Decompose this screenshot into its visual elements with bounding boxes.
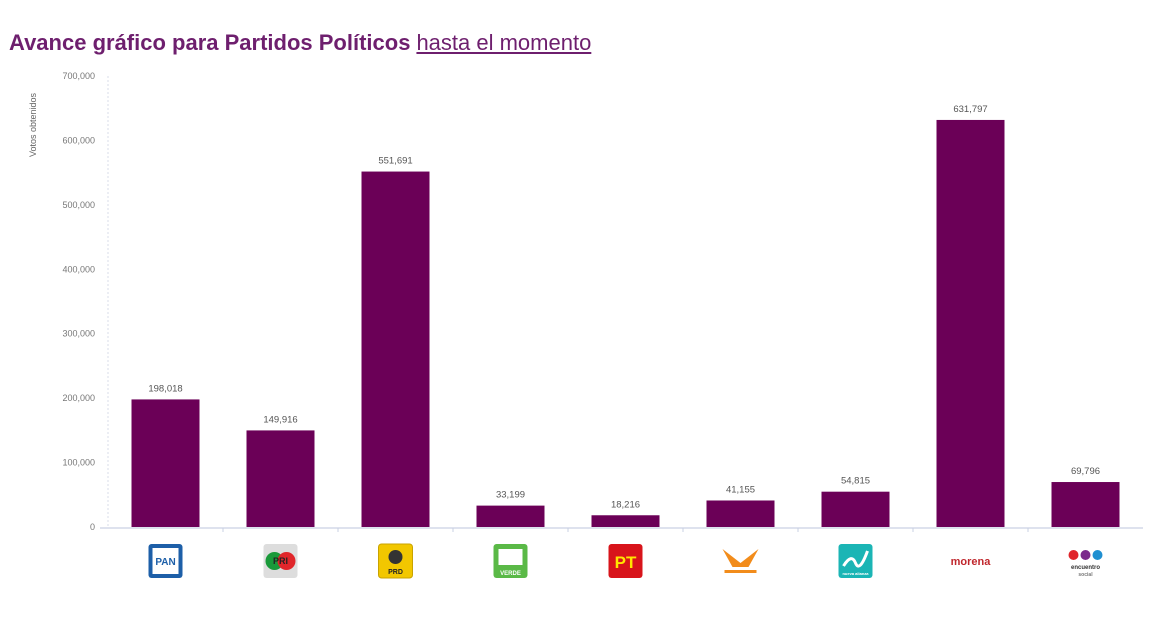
data-label: 198,018 xyxy=(148,383,182,394)
data-label: 54,815 xyxy=(841,476,870,487)
data-label: 18,216 xyxy=(611,499,640,510)
bar-nueva-alianza xyxy=(821,491,890,527)
logo-bar xyxy=(724,570,757,573)
bar-encuentro-social xyxy=(1051,482,1120,527)
logo-eagle xyxy=(722,549,759,567)
logo-text: PRI xyxy=(273,556,288,566)
data-label: 33,199 xyxy=(496,490,525,501)
bar-pan xyxy=(131,399,200,527)
logo-person xyxy=(1068,550,1079,560)
bar-morena xyxy=(936,119,1005,528)
party-logo-movimiento-ciudadano-icon xyxy=(722,549,759,573)
logo-inner xyxy=(152,548,179,574)
bar-prd xyxy=(361,171,430,527)
data-label: 41,155 xyxy=(726,484,755,495)
y-axis-title: Votos obtenidos xyxy=(28,92,38,157)
party-logo-prd-icon: PRD xyxy=(378,543,413,579)
bar-pt xyxy=(591,515,660,527)
data-label: 69,796 xyxy=(1071,466,1100,477)
party-logo-morena-icon: morena xyxy=(951,556,992,568)
data-label: 551,691 xyxy=(378,156,412,167)
bar-movimiento-ciudadano xyxy=(706,500,775,527)
title-link[interactable]: hasta el momento xyxy=(416,30,592,55)
data-label: 631,797 xyxy=(953,104,987,115)
party-logo-pvem-icon: VERDE xyxy=(493,544,528,578)
logo-text: PAN xyxy=(155,557,175,568)
logo-sun xyxy=(388,550,403,564)
chart-title: Avance gráfico para Partidos Políticos ha… xyxy=(9,30,591,56)
party-logo-pt-icon: PT xyxy=(608,544,643,578)
logo-swoosh xyxy=(842,550,869,568)
logo-person xyxy=(1080,550,1091,560)
logo-person xyxy=(1092,550,1103,560)
party-logo-pan-icon: PAN xyxy=(148,544,183,578)
logo-red xyxy=(277,552,296,570)
y-tick-label: 300,000 xyxy=(62,329,95,339)
bar-pri xyxy=(246,430,315,527)
y-tick-label: 200,000 xyxy=(62,393,95,403)
y-tick-label: 700,000 xyxy=(62,71,95,81)
logo-text: VERDE xyxy=(500,571,521,577)
party-logo-pri-icon: PRI xyxy=(263,544,298,578)
logo-text: PT xyxy=(615,553,637,572)
title-main: Avance gráfico para Partidos Políticos xyxy=(9,30,411,55)
data-label: 149,916 xyxy=(263,414,297,425)
logo-inner xyxy=(498,549,523,565)
y-tick-label: 0 xyxy=(90,522,95,532)
logo-bg xyxy=(608,544,643,578)
logo-text: PRD xyxy=(388,569,403,576)
logo-text: nueva alianza xyxy=(842,571,869,576)
logo-text: social xyxy=(1078,572,1093,578)
party-logo-nueva-alianza-icon: nueva alianza xyxy=(838,544,873,578)
y-tick-label: 500,000 xyxy=(62,200,95,210)
y-tick-label: 100,000 xyxy=(62,458,95,468)
y-tick-label: 600,000 xyxy=(62,135,95,145)
bar-pvem xyxy=(476,505,545,527)
logo-text: morena xyxy=(951,556,992,568)
y-tick-label: 400,000 xyxy=(62,264,95,274)
logo-text: encuentro xyxy=(1071,565,1100,571)
